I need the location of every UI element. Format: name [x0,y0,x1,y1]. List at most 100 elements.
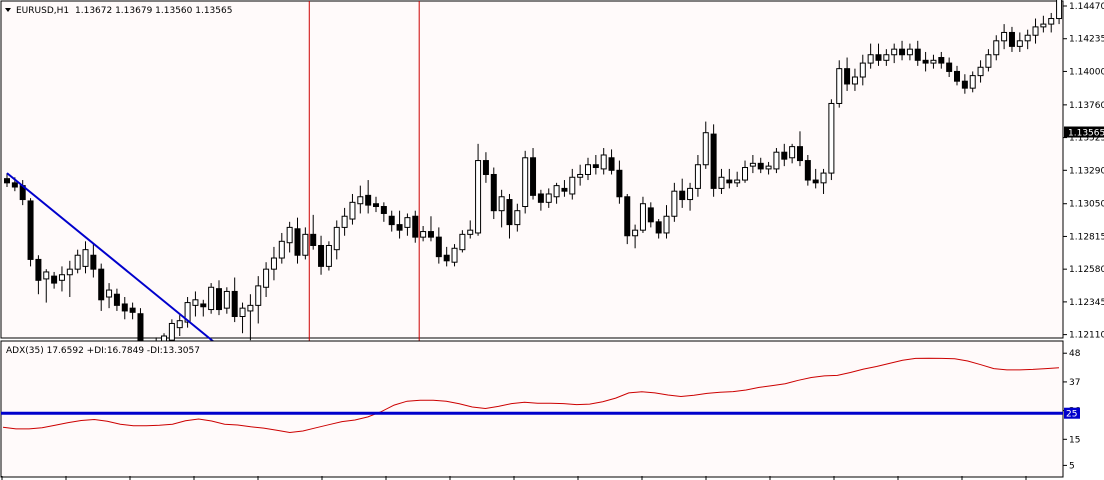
candle [208,283,215,314]
candle-body-bear [561,187,568,192]
candle [647,202,654,228]
candle [270,246,277,281]
price-tick-label: 1.13290 [1069,166,1104,176]
candle-body-bull [522,157,529,208]
candle [121,297,128,320]
candle [624,193,631,245]
price-tick-label: 1.13525 [1069,134,1104,144]
candle [168,319,175,345]
candle [475,143,482,236]
candle-body-bull [420,231,427,238]
candle-body-bear [310,233,317,246]
trendline[interactable] [6,172,244,367]
candle [215,280,222,316]
candle-body-bull [325,244,332,267]
candle-body-bull [192,299,199,306]
candle [844,57,851,91]
adx-line [2,357,1060,434]
level-text: 25 [1066,410,1077,420]
candle-body-bear [490,173,497,212]
candle-body-bull [239,307,246,318]
candle-body-bull [223,290,230,309]
candle-body-bull [577,173,584,178]
candle-body-bull [1032,26,1039,36]
candle [231,277,238,323]
candle-body-bear [90,254,97,270]
candle [899,40,906,61]
candle [106,283,113,309]
candle [679,178,686,208]
indicator-label: ADX(35) 17.6592 +DI:16.7849 -DI:13.3057 [6,346,200,356]
candle-body-bear [365,194,372,206]
candle [796,131,803,167]
candle-body-bear [647,207,654,223]
candle [200,299,207,317]
candle [1016,32,1023,52]
candle [404,213,411,236]
candle [43,269,50,303]
indicator-pane[interactable] [0,340,1064,478]
candle-body-bull [632,229,639,237]
price-tick-label: 1.12110 [1069,331,1104,341]
dropdown-triangle-icon[interactable] [5,8,11,12]
indicator-tick-label: 48 [1069,349,1081,359]
candle [820,168,827,194]
candle [1040,15,1047,33]
candle [1048,12,1055,33]
level-tag: 25 [1064,407,1080,420]
candle [349,193,356,225]
candle-body-bear [380,206,387,214]
candle [223,287,230,314]
candle-body-bull [1024,34,1031,42]
candle-body-bull [208,286,215,311]
price-axis[interactable]: 1.14470 1.14235 1.14000 1.13760 1.13525 1.132… [1063,2,1104,341]
candle [522,150,529,214]
candle-body-bull [773,151,780,170]
candle-body-bear [938,57,945,64]
candle [600,148,607,175]
candle [789,143,796,164]
candle-body-bull [255,285,262,306]
candle [4,173,10,188]
candle [616,160,623,204]
candle-body-bull [702,132,709,166]
candle-body-bear [318,244,325,267]
candle-body-bull [341,215,348,228]
candle-body-bull [357,196,364,205]
candle-body-bull [906,48,913,56]
candle-body-bull [498,196,505,212]
candle [310,214,317,250]
candle [427,216,434,242]
candle [184,297,191,328]
candle [773,148,780,174]
candle-body-bear [200,303,207,308]
candle [318,235,325,275]
candle-body-bear [946,62,953,72]
candle [734,171,741,188]
adx-layer [2,357,1060,434]
candle [278,232,285,264]
price-tick-label: 1.14470 [1069,2,1104,12]
candle [632,224,639,249]
candle-body-bull [106,289,113,298]
candle-body-bear [113,293,120,306]
ohlc-label: 1.13672 1.13679 1.13560 1.13565 [75,6,232,16]
candle [749,154,756,174]
level-box [1064,407,1080,419]
candle [655,219,662,239]
candle-body-bear [655,221,662,234]
candle-body-bear [710,133,717,189]
candle-body-bear [875,54,882,61]
trendline-layer[interactable] [6,172,244,367]
candle [482,152,489,183]
candle-body-bear [530,157,537,196]
candle-body-bear [435,236,442,258]
candle-body-bear [506,199,513,226]
candle-body-bull [663,215,670,234]
candle-body-bull [1001,31,1008,42]
candle-body-bull [247,304,254,312]
candle-body-bear [482,160,489,175]
candle [373,196,380,213]
price-tick-label: 1.14000 [1069,67,1104,77]
